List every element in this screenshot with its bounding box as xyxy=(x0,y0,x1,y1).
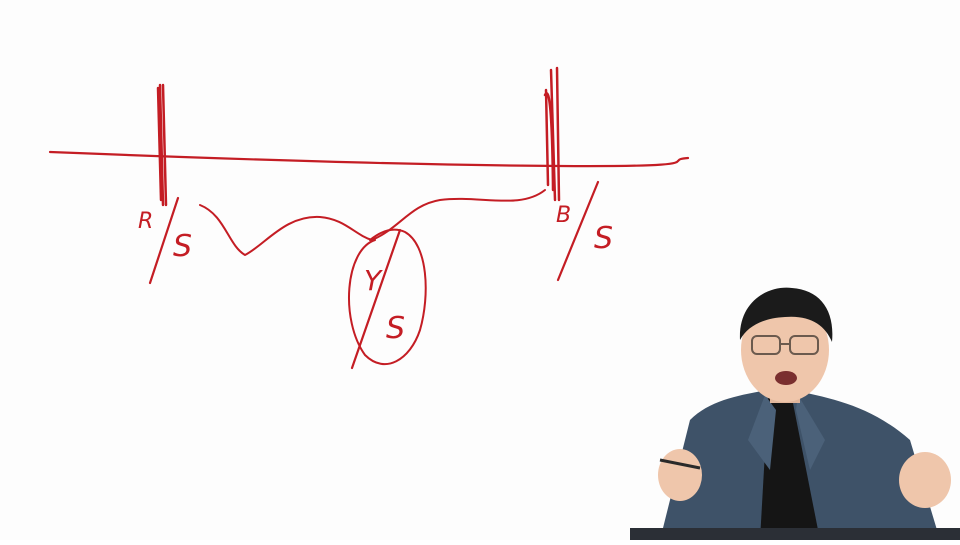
hair xyxy=(739,287,833,342)
middle-circle xyxy=(348,228,427,366)
pen xyxy=(659,458,701,470)
person-icon xyxy=(630,287,960,540)
left-vertical-marker xyxy=(156,83,168,207)
right-label-top: B xyxy=(556,203,571,228)
left-label-top: R xyxy=(138,209,153,234)
horizontal-line xyxy=(48,150,690,168)
left-label-bottom: S xyxy=(173,229,192,264)
left-hand xyxy=(658,449,702,501)
right-vertical-marker xyxy=(543,66,561,202)
presenter xyxy=(620,270,960,540)
right-label-bottom: S xyxy=(594,221,613,256)
right-slash xyxy=(556,180,600,282)
middle-label-top: Y xyxy=(364,264,383,297)
wave-line xyxy=(199,189,546,256)
left-slash xyxy=(148,196,180,285)
head xyxy=(741,298,829,402)
middle-label-bottom: S xyxy=(386,311,405,346)
right-hand xyxy=(899,452,951,508)
laptop xyxy=(630,528,960,540)
shirt xyxy=(760,398,820,540)
